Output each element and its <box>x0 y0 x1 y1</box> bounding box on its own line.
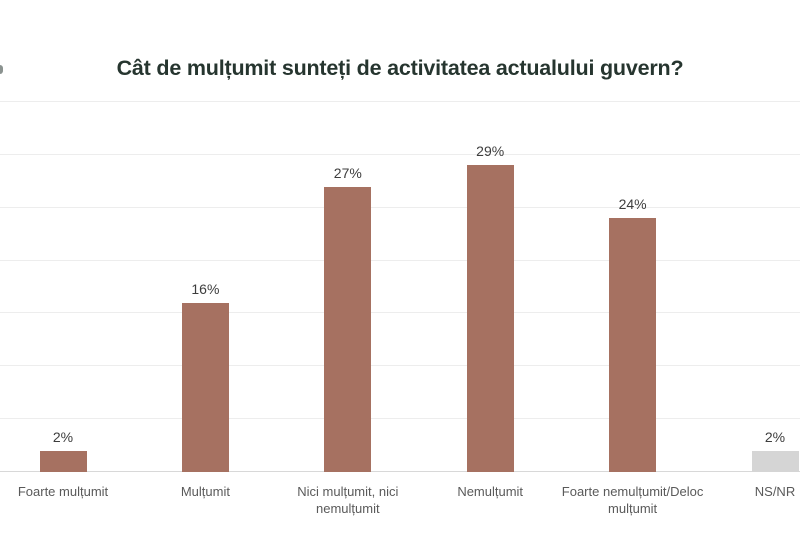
bar-value-label-1: 2% <box>52 428 74 445</box>
bar-1 <box>39 450 87 472</box>
bar-value-label-2: 16% <box>191 280 220 297</box>
category-label-1: Foarte mulțumit <box>17 484 109 499</box>
gridline-5pct <box>0 418 800 420</box>
chart-title: Cât de mulțumit sunteți de activitatea a… <box>116 56 684 80</box>
category-label-5: Foarte nemulțumit/Deloc mulțumit <box>561 484 704 516</box>
gridline-10pct <box>0 365 800 367</box>
gridline-35pct <box>0 101 800 102</box>
gridline-25pct <box>0 206 800 208</box>
plot-area: 2% Foarte mulțumit 16% Mulțumit 27% Nici mulț… <box>0 101 800 516</box>
category-label-2: Mulțumit <box>180 484 230 499</box>
bar-value-label-3: 27% <box>333 164 362 181</box>
category-label-6: NS/NR <box>754 484 796 499</box>
cropped-logo-fragment <box>0 65 3 74</box>
x-axis-line <box>0 471 800 472</box>
bar-4 <box>466 165 514 472</box>
bar-value-label-4: 29% <box>476 143 505 160</box>
bar-value-label-5: 24% <box>618 196 647 213</box>
gridline-15pct <box>0 312 800 314</box>
bar-2 <box>181 302 229 472</box>
gridline-20pct <box>0 259 800 261</box>
bar-5 <box>609 218 657 472</box>
category-label-3: Nici mulțumit, nici nemulțumit <box>297 484 399 516</box>
bar-3 <box>324 186 372 472</box>
bar-value-label-6: 2% <box>764 428 786 445</box>
bar-6 <box>751 450 799 472</box>
category-label-4: Nemulțumit <box>457 484 524 499</box>
gridline-30pct <box>0 153 800 155</box>
